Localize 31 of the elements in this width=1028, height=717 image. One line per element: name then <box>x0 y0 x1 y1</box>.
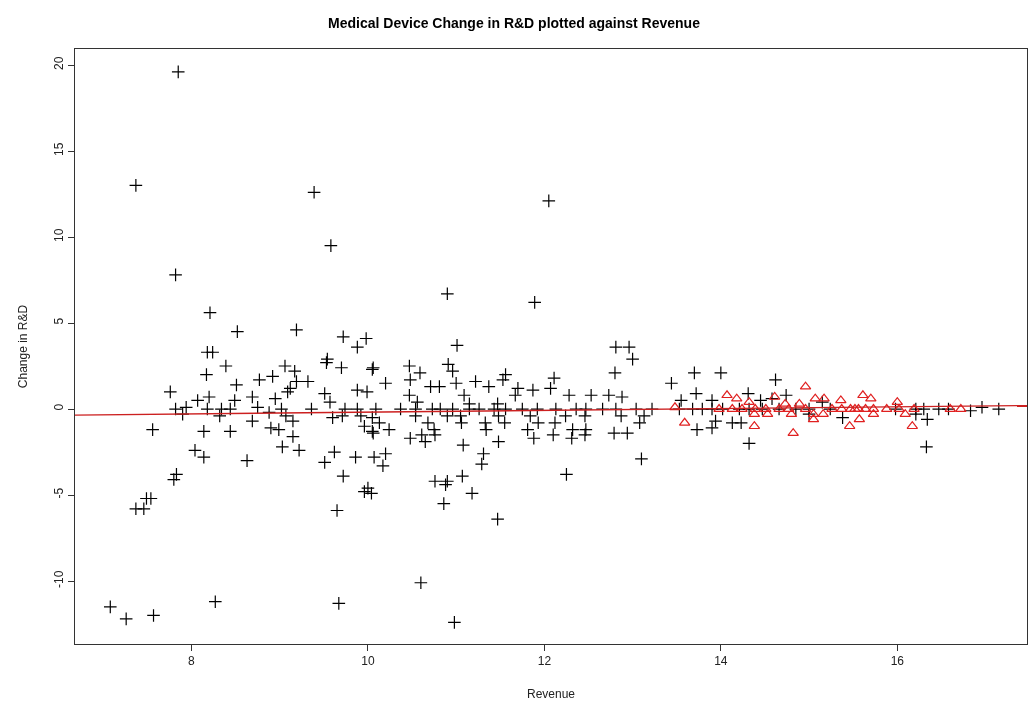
point <box>721 390 733 399</box>
x-tick-label: 10 <box>361 654 375 669</box>
x-axis-title: Revenue <box>526 687 576 702</box>
y-tick-label: 0 <box>52 403 67 411</box>
point <box>713 403 725 412</box>
point <box>865 393 877 402</box>
x-tick-label: 16 <box>890 654 905 669</box>
point <box>849 403 861 412</box>
point <box>817 409 829 418</box>
point <box>736 403 748 412</box>
y-tick-label: 5 <box>52 317 67 325</box>
point <box>893 403 905 412</box>
point <box>773 403 785 412</box>
y-tick-label: -10 <box>52 570 67 588</box>
chart-title: Medical Device Change in R&D plotted against Revenue <box>328 14 701 31</box>
x-tick-label: 12 <box>537 654 552 669</box>
y-tick-label: 15 <box>52 142 67 156</box>
point <box>857 390 869 399</box>
point <box>818 393 830 402</box>
y-tick-label: 10 <box>52 228 67 242</box>
point <box>669 402 681 411</box>
point <box>835 395 847 404</box>
x-tick-label: 14 <box>714 654 728 669</box>
point <box>908 403 920 412</box>
point <box>955 403 967 412</box>
point <box>760 403 772 412</box>
y-tick-label: 20 <box>52 56 67 70</box>
point <box>826 403 838 412</box>
y-tick-label: -5 <box>52 487 67 499</box>
y-axis-title: Change in R&D <box>15 304 30 389</box>
x-tick-label: 8 <box>188 654 196 669</box>
